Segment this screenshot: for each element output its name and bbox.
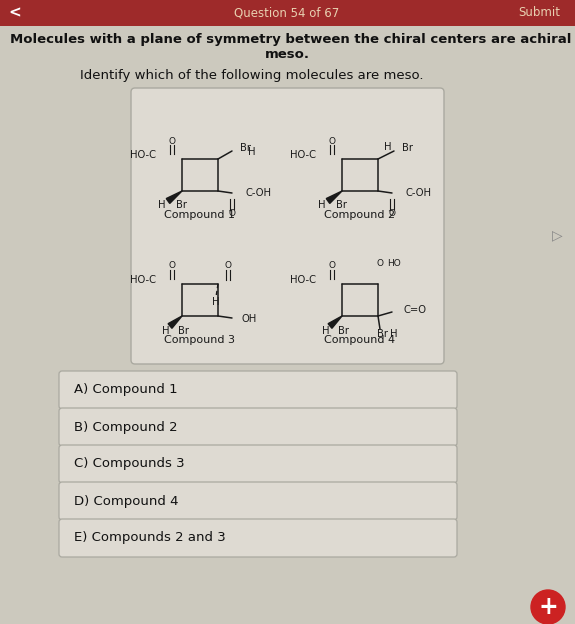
Text: O: O <box>389 208 396 218</box>
Text: H: H <box>384 142 392 152</box>
Polygon shape <box>166 191 182 203</box>
Text: Br: Br <box>240 143 251 153</box>
Text: H: H <box>212 297 220 307</box>
FancyBboxPatch shape <box>131 88 444 364</box>
Text: meso.: meso. <box>264 47 309 61</box>
Text: C-OH: C-OH <box>406 188 432 198</box>
Text: Br: Br <box>377 329 388 339</box>
Text: Molecules with a plane of symmetry between the chiral centers are achiral and: Molecules with a plane of symmetry betwe… <box>10 34 575 47</box>
Text: H: H <box>158 200 166 210</box>
Text: Br: Br <box>336 200 347 210</box>
Text: HO-C: HO-C <box>130 150 156 160</box>
Text: H: H <box>318 200 326 210</box>
Text: Compound 3: Compound 3 <box>164 335 236 345</box>
Text: O: O <box>377 260 384 268</box>
Text: Br: Br <box>338 326 349 336</box>
Text: Identify which of the following molecules are meso.: Identify which of the following molecule… <box>80 69 424 82</box>
Circle shape <box>531 590 565 624</box>
Text: Br: Br <box>178 326 189 336</box>
Text: Br: Br <box>176 200 187 210</box>
Text: HO-C: HO-C <box>290 275 316 285</box>
Text: <: < <box>8 6 21 21</box>
Polygon shape <box>168 316 182 328</box>
FancyBboxPatch shape <box>59 371 457 409</box>
Text: O: O <box>168 261 175 270</box>
Text: Compound 1: Compound 1 <box>164 210 236 220</box>
Text: C=O: C=O <box>404 305 427 315</box>
Text: HO-C: HO-C <box>130 275 156 285</box>
Text: Question 54 of 67: Question 54 of 67 <box>235 6 340 19</box>
Text: O: O <box>168 137 175 145</box>
Text: O: O <box>328 261 335 270</box>
Text: C) Compounds 3: C) Compounds 3 <box>74 457 185 470</box>
Polygon shape <box>326 191 342 203</box>
Text: B) Compound 2: B) Compound 2 <box>74 421 178 434</box>
Text: O: O <box>328 137 335 145</box>
Text: H: H <box>248 147 255 157</box>
FancyBboxPatch shape <box>59 482 457 520</box>
Text: ▷: ▷ <box>551 228 562 242</box>
FancyBboxPatch shape <box>59 408 457 446</box>
Text: Compound 4: Compound 4 <box>324 335 396 345</box>
Text: H: H <box>390 329 398 339</box>
Text: Submit: Submit <box>518 6 560 19</box>
Text: D) Compound 4: D) Compound 4 <box>74 494 178 507</box>
Text: O: O <box>228 208 236 218</box>
FancyBboxPatch shape <box>59 445 457 483</box>
Text: HO: HO <box>387 260 401 268</box>
Text: Compound 2: Compound 2 <box>324 210 396 220</box>
Text: Br: Br <box>402 143 413 153</box>
Text: HO-C: HO-C <box>290 150 316 160</box>
Text: A) Compound 1: A) Compound 1 <box>74 384 178 396</box>
Text: OH: OH <box>242 314 257 324</box>
Text: H: H <box>322 326 329 336</box>
Text: O: O <box>224 261 232 270</box>
FancyBboxPatch shape <box>59 519 457 557</box>
Text: C-OH: C-OH <box>246 188 272 198</box>
Text: +: + <box>538 595 558 619</box>
Polygon shape <box>328 316 342 328</box>
FancyBboxPatch shape <box>0 0 575 26</box>
Text: E) Compounds 2 and 3: E) Compounds 2 and 3 <box>74 532 226 545</box>
Text: H: H <box>162 326 170 336</box>
